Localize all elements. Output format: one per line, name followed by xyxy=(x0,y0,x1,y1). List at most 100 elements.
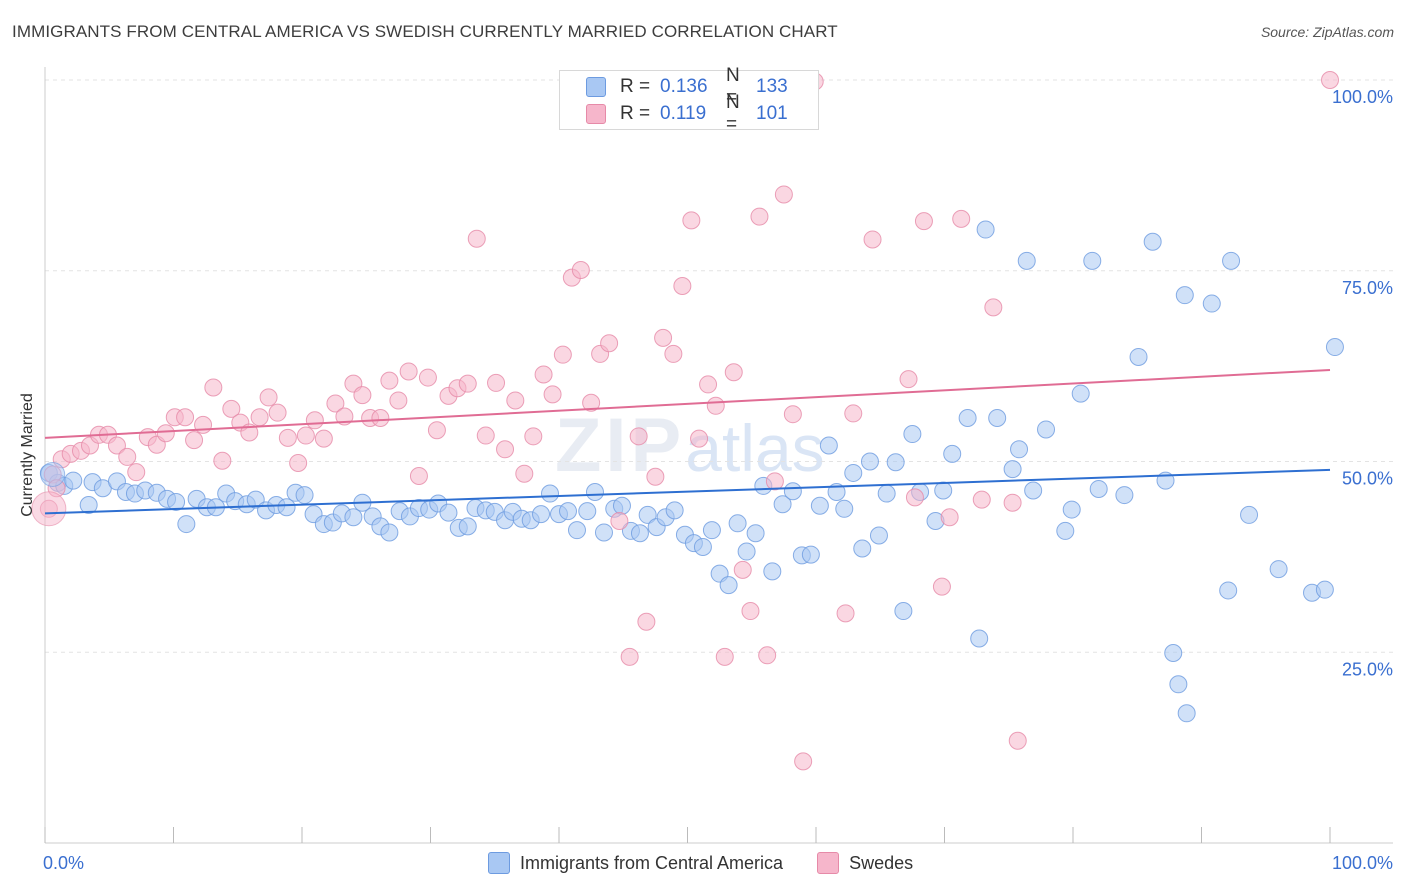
point-pink xyxy=(259,388,278,407)
bottom-legend-item-pink: Swedes xyxy=(817,852,913,874)
point-blue xyxy=(1083,251,1102,270)
point-pink xyxy=(222,399,241,418)
point-pink xyxy=(127,463,146,482)
point-blue xyxy=(860,452,879,471)
point-pink xyxy=(750,207,769,226)
point-pink xyxy=(534,365,553,384)
point-blue xyxy=(64,471,83,490)
legend-r-label: R = xyxy=(620,103,651,124)
point-blue xyxy=(665,501,684,520)
point-pink xyxy=(654,328,673,347)
point-pink xyxy=(1321,71,1339,89)
point-blue xyxy=(903,425,922,444)
point-blue xyxy=(1129,347,1148,366)
trend-line-blue xyxy=(44,468,1331,515)
x-tick-label: 0.0% xyxy=(43,853,84,873)
point-pink xyxy=(783,405,802,424)
point-blue xyxy=(819,436,838,455)
point-blue xyxy=(578,502,597,521)
point-pink xyxy=(380,371,399,390)
point-blue xyxy=(958,409,977,428)
point-blue xyxy=(737,542,756,561)
point-pink xyxy=(682,211,701,230)
point-blue xyxy=(295,486,314,505)
point-pink xyxy=(515,464,534,483)
point-blue xyxy=(1325,338,1344,357)
point-pink xyxy=(972,490,991,509)
point-blue xyxy=(1169,675,1188,694)
point-blue xyxy=(988,409,1007,428)
point-blue xyxy=(693,537,712,556)
y-tick-label: 50.0% xyxy=(1342,469,1393,489)
point-pink xyxy=(194,415,213,434)
point-blue xyxy=(976,220,995,239)
point-blue xyxy=(277,498,296,517)
point-blue xyxy=(458,517,477,536)
point-blue xyxy=(541,484,560,503)
point-blue xyxy=(1056,521,1075,540)
point-blue xyxy=(1089,479,1108,498)
point-blue xyxy=(810,496,829,515)
point-pink xyxy=(758,646,777,665)
legend-row-pink: R = 0.119 N = 101 xyxy=(586,92,788,135)
point-pink xyxy=(326,394,345,413)
bottom-legend-label: Immigrants from Central America xyxy=(520,852,784,873)
point-blue xyxy=(702,521,721,540)
point-blue xyxy=(886,453,905,472)
legend-swatch-blue xyxy=(586,77,606,97)
point-blue xyxy=(532,505,551,524)
point-blue xyxy=(594,523,613,542)
point-pink xyxy=(185,431,204,450)
point-blue xyxy=(344,508,363,527)
point-pink xyxy=(610,512,629,531)
point-pink xyxy=(496,440,515,459)
legend: R = 0.136 N = 133 R = 0.119 N = 101 xyxy=(559,65,819,135)
point-blue xyxy=(970,629,989,648)
point-pink xyxy=(156,424,175,443)
point-pink xyxy=(646,467,665,486)
point-blue xyxy=(1222,251,1241,270)
source-label: Source: ZipAtlas.com xyxy=(1260,24,1394,40)
point-pink xyxy=(690,429,709,448)
point-pink xyxy=(506,391,525,410)
point-blue xyxy=(877,484,896,503)
point-pink xyxy=(629,427,648,446)
point-blue xyxy=(894,602,913,621)
point-pink xyxy=(1003,493,1022,512)
point-pink-large xyxy=(31,491,67,527)
point-pink xyxy=(409,466,428,485)
point-blue xyxy=(844,463,863,482)
point-pink xyxy=(524,427,543,446)
legend-swatch-pink xyxy=(586,104,606,124)
point-pink xyxy=(600,334,619,353)
point-pink xyxy=(296,426,315,445)
point-pink xyxy=(476,426,495,445)
point-blue xyxy=(612,496,631,515)
point-blue xyxy=(1003,460,1022,479)
point-blue xyxy=(380,523,399,542)
bottom-legend: Immigrants from Central America Swedes xyxy=(488,852,947,874)
legend-r-value: 0.136 xyxy=(660,76,708,97)
point-pink xyxy=(914,212,933,231)
point-pink xyxy=(118,447,137,466)
y-tick-label: 100.0% xyxy=(1332,87,1393,107)
point-blue xyxy=(1164,644,1183,663)
point-pink xyxy=(620,647,639,666)
point-blue xyxy=(783,482,802,501)
y-axis-label: Currently Married xyxy=(19,393,36,517)
bottom-legend-swatch-blue xyxy=(488,852,510,874)
point-pink xyxy=(289,454,308,473)
y-tick-label: 25.0% xyxy=(1342,659,1393,679)
bottom-legend-swatch-pink xyxy=(817,852,840,874)
x-tick-label: 100.0% xyxy=(1332,853,1393,873)
point-blue xyxy=(719,576,738,595)
point-pink xyxy=(844,404,863,423)
point-blue xyxy=(585,483,604,502)
point-blue xyxy=(853,539,872,558)
point-pink xyxy=(1008,731,1027,750)
point-pink xyxy=(706,396,725,415)
point-blue xyxy=(439,503,458,522)
point-pink xyxy=(899,370,918,389)
point-blue xyxy=(943,444,962,463)
